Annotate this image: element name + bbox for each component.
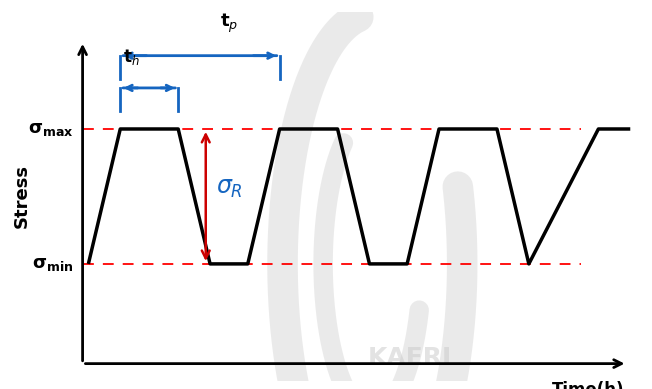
Text: Time(h): Time(h) [552,381,625,389]
Text: KAERI: KAERI [368,346,452,370]
Text: $\mathbf{\sigma_{min}}$: $\mathbf{\sigma_{min}}$ [32,255,74,273]
Text: $\sigma_R$: $\sigma_R$ [216,176,243,200]
Text: $\mathbf{\sigma_{max}}$: $\mathbf{\sigma_{max}}$ [28,120,74,138]
Text: t$_h$: t$_h$ [123,47,140,67]
Text: Stress: Stress [13,165,31,228]
Text: t$_p$: t$_p$ [220,12,238,35]
